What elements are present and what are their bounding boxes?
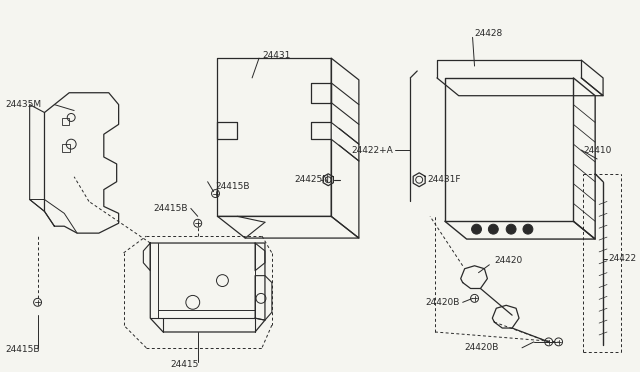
Text: 24431: 24431 xyxy=(262,51,291,60)
Text: 24415B: 24415B xyxy=(153,204,188,213)
Text: 24420B: 24420B xyxy=(465,343,499,352)
Text: 24435M: 24435M xyxy=(5,100,41,109)
Text: 24420: 24420 xyxy=(494,256,523,265)
Text: 24415B: 24415B xyxy=(5,345,40,354)
Text: 24415: 24415 xyxy=(170,360,198,369)
Text: 24428: 24428 xyxy=(474,29,503,38)
Text: 24415B: 24415B xyxy=(216,182,250,191)
Circle shape xyxy=(506,224,516,234)
Bar xyxy=(62,144,70,152)
Text: 24410: 24410 xyxy=(583,145,612,155)
Text: 24425N: 24425N xyxy=(294,175,330,184)
Circle shape xyxy=(523,224,533,234)
Circle shape xyxy=(472,224,481,234)
Bar xyxy=(62,118,69,125)
Text: 24422+A: 24422+A xyxy=(351,145,393,155)
Text: 24420B: 24420B xyxy=(425,298,460,307)
Circle shape xyxy=(488,224,499,234)
Text: 24431F: 24431F xyxy=(427,175,461,184)
Text: 24422: 24422 xyxy=(608,254,636,263)
